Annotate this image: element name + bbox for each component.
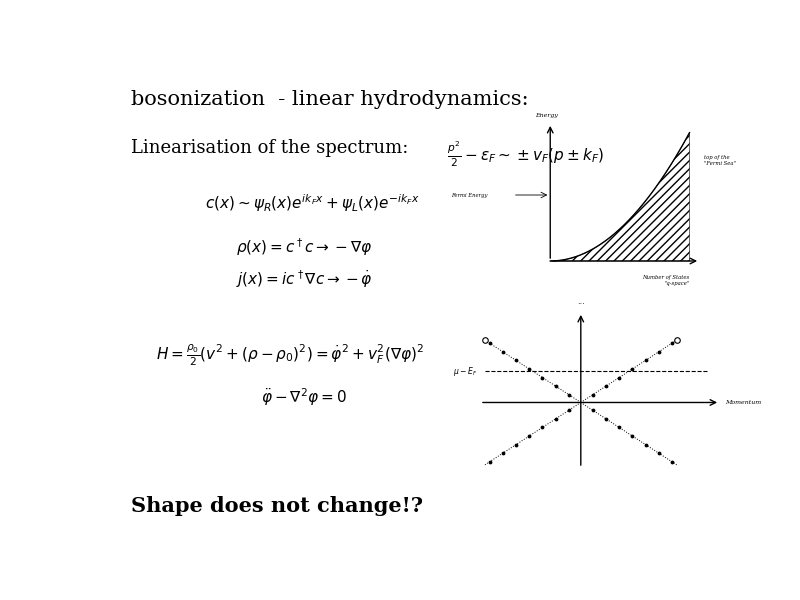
Text: Momentum: Momentum [725,400,761,405]
Text: $\mu - E_F$: $\mu - E_F$ [454,365,478,378]
Text: Fermi Energy: Fermi Energy [451,193,488,197]
Text: $j(x) = ic^\dagger \nabla c \rightarrow -\dot{\varphi}$: $j(x) = ic^\dagger \nabla c \rightarrow … [237,268,374,290]
Text: bosonization  - linear hydrodynamics:: bosonization - linear hydrodynamics: [131,91,529,109]
Text: $\ddot{\varphi} - \nabla^2\varphi = 0$: $\ddot{\varphi} - \nabla^2\varphi = 0$ [262,386,347,408]
Text: $\frac{p^2}{2} - \varepsilon_F \sim \pm v_F(p \pm k_F)$: $\frac{p^2}{2} - \varepsilon_F \sim \pm … [447,139,605,169]
Text: $H = \frac{\rho_0}{2}(v^2 + (\rho - \rho_0)^2) = \dot{\varphi}^2 + v_F^2(\nabla\: $H = \frac{\rho_0}{2}(v^2 + (\rho - \rho… [156,342,424,368]
Polygon shape [550,133,690,261]
Text: $\rho(x) = c^\dagger c \rightarrow -\nabla\varphi$: $\rho(x) = c^\dagger c \rightarrow -\nab… [237,236,373,258]
Text: Number of States
"q-space": Number of States "q-space" [642,275,690,286]
Text: Energy: Energy [534,113,558,118]
Text: $c(x) \sim \psi_R(x)e^{ik_Fx} + \psi_L(x)e^{-ik_Fx}$: $c(x) \sim \psi_R(x)e^{ik_Fx} + \psi_L(x… [206,192,420,214]
Text: top of the
"Fermi Sea": top of the "Fermi Sea" [704,155,736,166]
Text: ...: ... [577,297,585,306]
Text: Linearisation of the spectrum:: Linearisation of the spectrum: [131,139,408,157]
Text: Shape does not change!?: Shape does not change!? [131,496,423,515]
